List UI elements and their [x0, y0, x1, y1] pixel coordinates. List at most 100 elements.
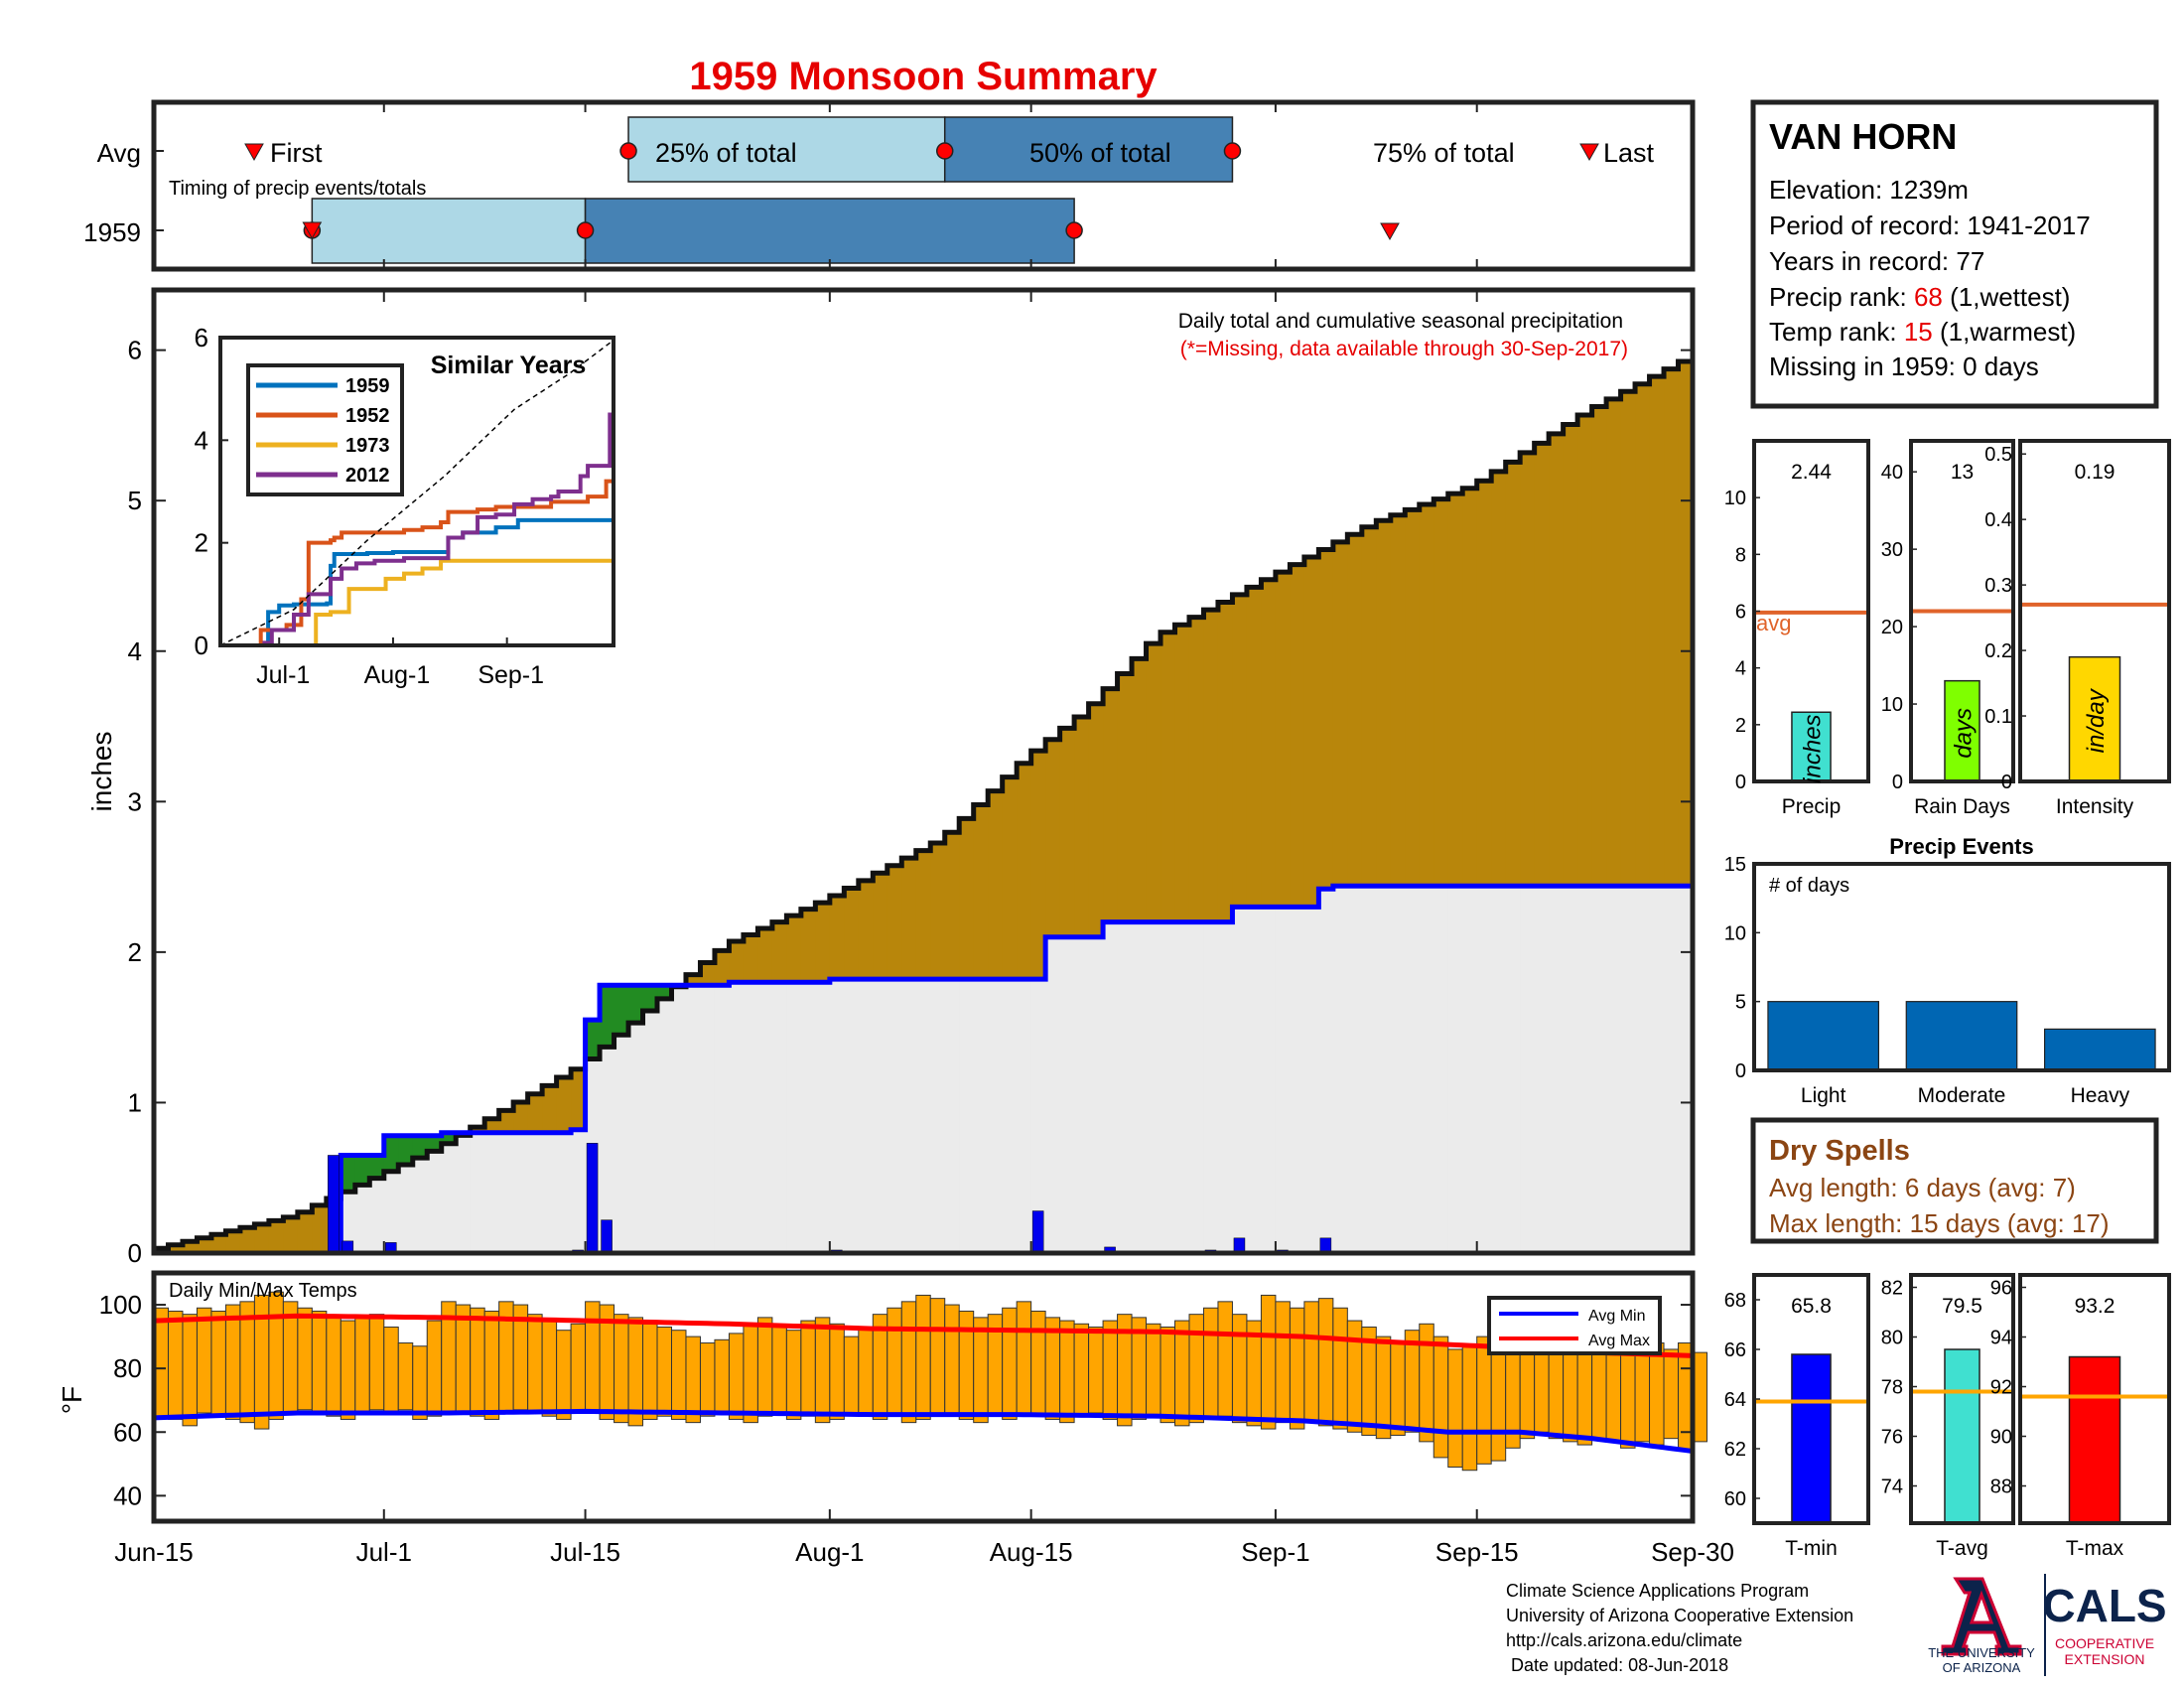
panel-value-label: 65.8	[1791, 1295, 1832, 1318]
panel-avg-label: avg	[1756, 611, 1791, 635]
daily-temp-bar	[483, 1310, 500, 1420]
deficit-fill	[1088, 703, 1104, 937]
cumulative-fill	[873, 979, 888, 1253]
events-annotation: # of days	[1769, 875, 1849, 897]
xtick-label: Jul-1	[356, 1537, 412, 1567]
deficit-fill	[1361, 526, 1377, 887]
deficit-fill	[1549, 433, 1565, 887]
deficit-fill	[1620, 391, 1636, 887]
summary-bar	[1944, 679, 1980, 782]
deficit-fill	[1577, 414, 1593, 887]
daily-temp-bar	[340, 1320, 356, 1420]
daily-temp-bar	[756, 1317, 773, 1417]
deficit-fill	[556, 1077, 572, 1133]
deficit-fill	[297, 1211, 313, 1253]
daily-temp-bar	[743, 1323, 758, 1424]
panel-ytick-label: 0.4	[1984, 509, 2012, 531]
year-first-triangle	[302, 221, 323, 240]
ua-logo-line-1: THE UNIVERSITY	[1928, 1645, 2035, 1660]
daily-temp-bar	[1231, 1314, 1248, 1424]
inset-frame	[218, 336, 615, 647]
deficit-fill	[1117, 673, 1133, 922]
cumulative-fill	[1520, 886, 1536, 1253]
deficit-fill	[901, 858, 917, 980]
daily-temp-bar	[1202, 1307, 1219, 1420]
precip-event-label: Moderate	[1918, 1084, 2006, 1107]
deficit-fill	[1664, 368, 1680, 887]
cumulative-fill	[1433, 886, 1449, 1253]
daily-temp-bar	[1317, 1298, 1334, 1427]
daily-temp-bar	[1059, 1320, 1075, 1424]
inset-xtick-label: Jul-1	[256, 661, 310, 689]
deficit-fill	[786, 915, 802, 983]
cumulative-fill	[1361, 886, 1377, 1253]
cumulative-fill	[1534, 886, 1550, 1253]
cumulative-fill	[1246, 907, 1263, 1253]
panel-unit-label: days	[1951, 708, 1978, 759]
panel-ytick-label: 0.1	[1984, 706, 2012, 728]
deficit-fill	[268, 1220, 284, 1253]
panel-ytick-label: 94	[1990, 1328, 2012, 1349]
panel-category-label: T-avg	[1936, 1537, 1988, 1560]
cumulative-fill	[1059, 936, 1075, 1253]
daily-precip-bar	[586, 1143, 599, 1254]
t-max-panel: 88 90 92 94 96 93.2 T-max	[1990, 1273, 2171, 1560]
daily-temp-bar	[1332, 1307, 1348, 1430]
panel-category-label: Precip	[1782, 795, 1842, 818]
daily-temp-bar	[470, 1307, 485, 1417]
deficit-fill	[484, 1118, 500, 1133]
station-frame	[1750, 99, 2159, 409]
summary-bar	[1944, 1348, 1980, 1524]
cumulative-fill	[1505, 886, 1521, 1253]
temp-avg-lines	[153, 1313, 1694, 1454]
year-25-75-box	[584, 198, 1075, 264]
deficit-fill	[1275, 572, 1291, 908]
daily-temp-bar	[1476, 1336, 1492, 1465]
daily-temp-bar	[585, 1301, 601, 1411]
panel-ytick-label: 0.5	[1984, 444, 2012, 466]
daily-temp-bar	[426, 1320, 443, 1417]
above-average-fill	[398, 1135, 414, 1165]
deficit-fill	[1002, 776, 1018, 980]
daily-temp-bar	[670, 1330, 687, 1420]
panel-ytick-label: 76	[1881, 1427, 1903, 1449]
precip-events-panel: Light Moderate Heavy 0 5 10 15 Precip Events # o…	[1724, 834, 2171, 1107]
cumulative-fill	[729, 982, 745, 1253]
cumulative-fill	[1491, 886, 1507, 1253]
avg-75pct-marker	[1223, 142, 1242, 160]
cumulative-fill	[901, 979, 917, 1253]
deficit-fill	[1030, 751, 1046, 980]
cals-logo-sub-2: EXTENSION	[2065, 1651, 2145, 1667]
daily-temp-bar	[944, 1304, 960, 1417]
cumulative-fill	[498, 1132, 514, 1253]
station-elevation: Elevation: 1239m	[1769, 175, 1969, 205]
daily-temp-bar	[1174, 1320, 1190, 1427]
panel-ytick-label: 92	[1990, 1377, 2012, 1399]
cumulative-fill	[1160, 921, 1176, 1253]
cumulative-fill	[1303, 907, 1319, 1253]
panel-frame	[2018, 1273, 2171, 1525]
panel-ytick-label: 0	[1892, 772, 1903, 793]
cumulative-fill	[887, 979, 902, 1253]
cumulative-fill	[341, 1192, 356, 1253]
legend-avg-max-label: Avg Max	[1588, 1333, 1650, 1349]
events-ytick-label: 5	[1735, 992, 1746, 1014]
deficit-fill	[1347, 534, 1363, 887]
timing-panel: Avg 1959 Timing of precip events/totals …	[83, 99, 1696, 272]
cumulative-fill	[700, 985, 716, 1253]
deficit-fill	[1059, 728, 1075, 937]
temps-ytick-label: 80	[113, 1353, 142, 1383]
cumulative-fill	[858, 979, 874, 1253]
block-a-logo-icon	[1941, 1577, 2022, 1656]
xtick-label: Sep-30	[1651, 1537, 1734, 1567]
above-average-fill	[341, 1155, 356, 1193]
inset-series-2012	[220, 368, 615, 647]
deficit-fill	[944, 832, 960, 980]
footer-line-1: Climate Science Applications Program	[1506, 1581, 1809, 1601]
deficit-fill	[815, 903, 831, 983]
cumulative-fill	[1405, 886, 1421, 1253]
daily-temp-bar	[1146, 1323, 1161, 1417]
daily-temp-bar	[1634, 1345, 1651, 1443]
deficit-fill	[1261, 579, 1277, 908]
panel-ytick-label: 4	[1735, 658, 1746, 680]
